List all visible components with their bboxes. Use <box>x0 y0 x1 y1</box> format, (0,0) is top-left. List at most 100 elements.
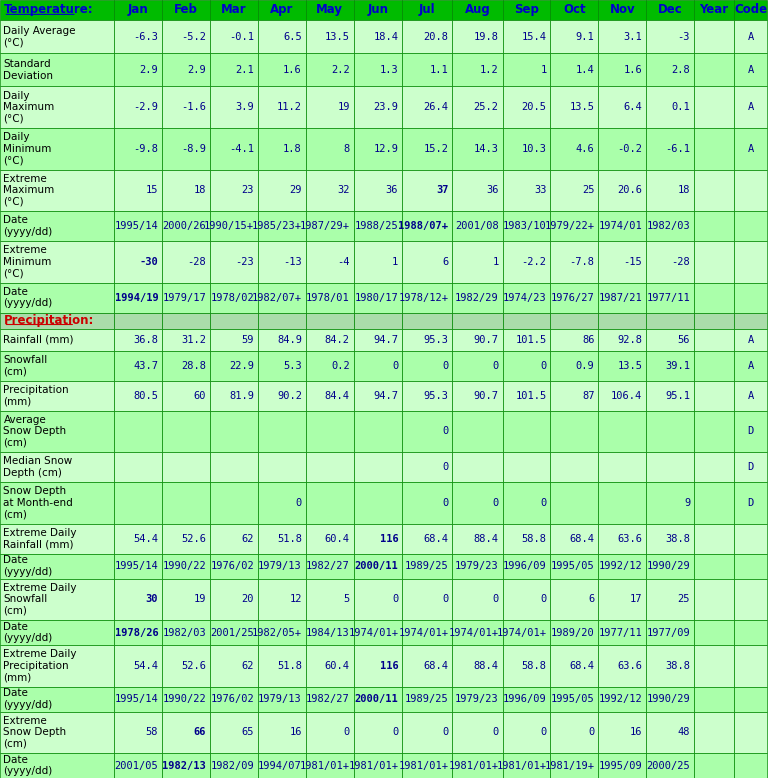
Text: Dec: Dec <box>658 3 682 16</box>
FancyBboxPatch shape <box>550 411 598 452</box>
FancyBboxPatch shape <box>646 712 694 753</box>
Text: 1982/13: 1982/13 <box>162 761 206 770</box>
FancyBboxPatch shape <box>503 282 550 313</box>
FancyBboxPatch shape <box>306 20 354 53</box>
Text: 87: 87 <box>582 391 594 401</box>
Text: A: A <box>747 65 754 75</box>
Text: 0: 0 <box>540 727 547 738</box>
FancyBboxPatch shape <box>306 86 354 128</box>
FancyBboxPatch shape <box>598 686 646 712</box>
FancyBboxPatch shape <box>162 554 210 579</box>
FancyBboxPatch shape <box>114 482 162 524</box>
FancyBboxPatch shape <box>694 482 734 524</box>
FancyBboxPatch shape <box>694 241 734 282</box>
FancyBboxPatch shape <box>0 128 114 170</box>
Text: 5: 5 <box>344 594 350 605</box>
Text: 23.9: 23.9 <box>374 102 398 112</box>
Text: 1982/05+: 1982/05+ <box>252 628 302 637</box>
FancyBboxPatch shape <box>306 170 354 211</box>
Text: 1976/02: 1976/02 <box>210 694 254 704</box>
FancyBboxPatch shape <box>694 86 734 128</box>
Text: 1985/23+: 1985/23+ <box>252 221 302 231</box>
FancyBboxPatch shape <box>503 170 550 211</box>
FancyBboxPatch shape <box>694 753 734 778</box>
Text: D: D <box>747 462 754 472</box>
Text: Date
(yyyy/dd): Date (yyyy/dd) <box>3 689 52 710</box>
FancyBboxPatch shape <box>0 241 114 282</box>
FancyBboxPatch shape <box>646 329 694 351</box>
Text: 101.5: 101.5 <box>516 391 547 401</box>
Text: 0: 0 <box>442 462 449 472</box>
FancyBboxPatch shape <box>452 753 503 778</box>
FancyBboxPatch shape <box>503 482 550 524</box>
FancyBboxPatch shape <box>0 686 114 712</box>
FancyBboxPatch shape <box>646 411 694 452</box>
Text: 84.4: 84.4 <box>325 391 350 401</box>
FancyBboxPatch shape <box>452 211 503 241</box>
FancyBboxPatch shape <box>734 712 767 753</box>
Text: 1.3: 1.3 <box>380 65 398 75</box>
FancyBboxPatch shape <box>402 313 452 329</box>
FancyBboxPatch shape <box>550 620 598 645</box>
FancyBboxPatch shape <box>0 351 114 380</box>
FancyBboxPatch shape <box>503 712 550 753</box>
FancyBboxPatch shape <box>694 0 734 20</box>
FancyBboxPatch shape <box>210 0 258 20</box>
Text: 56: 56 <box>678 335 690 345</box>
Text: Aug: Aug <box>465 3 490 16</box>
FancyBboxPatch shape <box>598 128 646 170</box>
Text: 62: 62 <box>242 661 254 671</box>
Text: 1.1: 1.1 <box>430 65 449 75</box>
FancyBboxPatch shape <box>646 452 694 482</box>
FancyBboxPatch shape <box>550 712 598 753</box>
FancyBboxPatch shape <box>306 620 354 645</box>
FancyBboxPatch shape <box>452 0 503 20</box>
Text: 94.7: 94.7 <box>374 391 398 401</box>
Text: 1989/25: 1989/25 <box>405 694 449 704</box>
Text: 2000/26: 2000/26 <box>162 221 206 231</box>
FancyBboxPatch shape <box>550 524 598 554</box>
Text: -4.1: -4.1 <box>229 144 254 154</box>
FancyBboxPatch shape <box>646 524 694 554</box>
FancyBboxPatch shape <box>734 313 767 329</box>
FancyBboxPatch shape <box>354 170 402 211</box>
Text: 1981/01+: 1981/01+ <box>348 761 398 770</box>
FancyBboxPatch shape <box>503 351 550 380</box>
Text: 1978/26: 1978/26 <box>114 628 158 637</box>
Text: Temperature:: Temperature: <box>3 3 93 16</box>
Text: 1978/12+: 1978/12+ <box>398 293 449 303</box>
Text: Jun: Jun <box>367 3 388 16</box>
Text: 1994/19: 1994/19 <box>114 293 158 303</box>
Text: 1995/05: 1995/05 <box>550 561 594 571</box>
FancyBboxPatch shape <box>734 241 767 282</box>
FancyBboxPatch shape <box>734 411 767 452</box>
Text: 95.3: 95.3 <box>423 335 449 345</box>
Text: 88.4: 88.4 <box>473 534 499 544</box>
FancyBboxPatch shape <box>402 712 452 753</box>
Text: 1977/09: 1977/09 <box>646 628 690 637</box>
Text: 1995/14: 1995/14 <box>114 561 158 571</box>
FancyBboxPatch shape <box>550 645 598 686</box>
FancyBboxPatch shape <box>598 620 646 645</box>
Text: 2000/25: 2000/25 <box>646 761 690 770</box>
FancyBboxPatch shape <box>550 86 598 128</box>
Text: 0: 0 <box>493 361 499 371</box>
Text: 1.2: 1.2 <box>480 65 499 75</box>
FancyBboxPatch shape <box>258 53 306 86</box>
Text: Extreme Daily
Rainfall (mm): Extreme Daily Rainfall (mm) <box>3 527 77 549</box>
FancyBboxPatch shape <box>354 753 402 778</box>
FancyBboxPatch shape <box>734 20 767 53</box>
Text: 1995/14: 1995/14 <box>114 221 158 231</box>
FancyBboxPatch shape <box>646 380 694 411</box>
FancyBboxPatch shape <box>598 645 646 686</box>
FancyBboxPatch shape <box>354 0 402 20</box>
FancyBboxPatch shape <box>162 482 210 524</box>
FancyBboxPatch shape <box>550 380 598 411</box>
FancyBboxPatch shape <box>210 753 258 778</box>
FancyBboxPatch shape <box>503 579 550 620</box>
FancyBboxPatch shape <box>734 351 767 380</box>
Text: May: May <box>317 3 343 16</box>
Text: 4.6: 4.6 <box>576 144 594 154</box>
FancyBboxPatch shape <box>503 0 550 20</box>
FancyBboxPatch shape <box>258 329 306 351</box>
